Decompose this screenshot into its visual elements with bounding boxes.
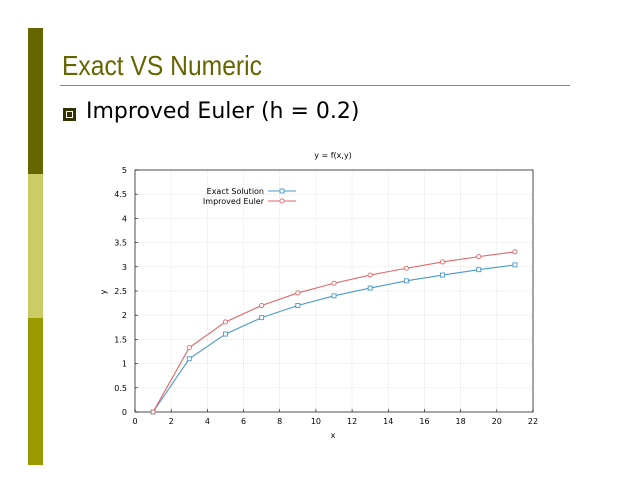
x-tick-label: 14 xyxy=(383,417,393,426)
y-tick-label: 1.5 xyxy=(114,335,127,344)
tick-labels: 0 2 4 6 8 10 12 14 16 18 20 22 0 0.5 1 1.5 2 2.5 3 3.5 4 4.5 5 xyxy=(114,166,538,426)
plot-frame xyxy=(134,169,534,413)
data-point xyxy=(186,356,192,362)
data-point xyxy=(403,265,409,271)
x-tick-label: 18 xyxy=(456,417,466,426)
y-tick-label: 2.5 xyxy=(114,287,127,296)
data-point xyxy=(439,259,446,265)
data-point xyxy=(186,345,192,351)
data-point xyxy=(150,409,156,415)
x-tick-label: 16 xyxy=(419,417,429,426)
y-tick-label: 1 xyxy=(122,360,127,369)
data-point xyxy=(223,331,228,337)
bullet-text: Improved Euler (h = 0.2) xyxy=(86,99,360,124)
legend-label-euler: Improved Euler xyxy=(203,197,265,206)
axes xyxy=(134,169,534,413)
data-point xyxy=(512,262,518,268)
legend-circle-marker xyxy=(279,198,285,204)
data-point xyxy=(476,267,482,273)
y-tick-label: 0 xyxy=(122,408,127,417)
y-tick-label: 5 xyxy=(122,166,127,175)
accent-bar-top xyxy=(28,28,43,174)
y-tick-label: 2 xyxy=(122,311,127,320)
y-axis-label: y xyxy=(99,289,108,294)
x-tick-label: 2 xyxy=(169,417,174,426)
legend: Exact Solution Improved Euler xyxy=(203,187,296,206)
y-tick-label: 4.5 xyxy=(114,190,127,199)
x-axis-label: x xyxy=(331,431,336,440)
data-point xyxy=(512,249,518,255)
x-tick-label: 12 xyxy=(347,417,357,426)
x-tick-label: 8 xyxy=(277,417,282,426)
slide-title: Exact VS Numeric xyxy=(62,50,262,81)
y-tick-label: 3.5 xyxy=(114,239,127,248)
data-point xyxy=(403,278,409,284)
legend-square-marker xyxy=(279,188,285,194)
accent-bar-bottom xyxy=(28,318,43,465)
y-tick-label: 0.5 xyxy=(114,384,127,393)
square-bullet-icon xyxy=(63,108,76,121)
data-point xyxy=(331,280,337,286)
y-tick-label: 4 xyxy=(122,214,127,223)
y-tick-label: 3 xyxy=(122,263,127,272)
data-point xyxy=(259,302,265,309)
data-point xyxy=(367,285,373,291)
x-tick-label: 20 xyxy=(492,417,502,426)
data-point xyxy=(259,315,265,321)
data-point xyxy=(476,254,482,260)
series xyxy=(150,249,518,415)
data-point xyxy=(440,272,445,278)
data-point xyxy=(222,319,229,325)
legend-label-exact: Exact Solution xyxy=(207,187,264,196)
chart-title: y = f(x,y) xyxy=(314,151,352,160)
accent-bar-middle xyxy=(28,174,43,318)
x-tick-label: 4 xyxy=(205,417,210,426)
data-point xyxy=(331,293,337,299)
grid xyxy=(135,170,533,412)
data-point xyxy=(295,303,301,308)
x-tick-label: 10 xyxy=(311,417,321,426)
x-tick-label: 22 xyxy=(528,417,538,426)
x-tick-label: 0 xyxy=(132,417,137,426)
data-point xyxy=(367,272,373,278)
x-tick-label: 6 xyxy=(241,417,246,426)
title-divider xyxy=(60,85,570,86)
data-point xyxy=(295,290,301,296)
